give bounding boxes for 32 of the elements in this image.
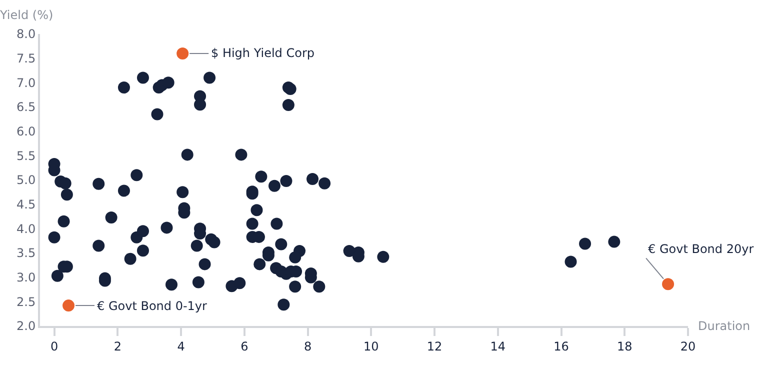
x-tick-label: 2 xyxy=(114,339,122,354)
y-tick-label: 3.5 xyxy=(16,246,36,260)
x-tick-label: 16 xyxy=(554,339,569,354)
y-tick-label: 5.5 xyxy=(16,148,36,163)
y-tick-label: 6.0 xyxy=(16,124,36,139)
point xyxy=(176,47,189,60)
annotation: $ High Yield Corp xyxy=(211,46,314,60)
x-tick-label: 18 xyxy=(616,339,632,354)
annotation: € Govt Bond 0-1yr xyxy=(97,299,208,313)
x-tick-label: 8 xyxy=(304,339,312,354)
x-tick-label: 12 xyxy=(426,339,442,354)
annotation: € Govt Bond 20yr xyxy=(648,242,754,256)
y-tick-label: 6.5 xyxy=(16,100,36,114)
x-tick-label: 20 xyxy=(680,339,696,354)
y-tick-label: 2.0 xyxy=(16,319,36,334)
y-tick-label: 3.0 xyxy=(16,270,36,285)
y-tick-label: 7.0 xyxy=(16,76,36,90)
point xyxy=(662,278,674,290)
y-tick-label: 2.5 xyxy=(16,294,36,309)
y-tick-label: 7.5 xyxy=(16,52,36,66)
y-tick-label: 4.0 xyxy=(16,222,36,236)
y-tick-label: 4.5 xyxy=(16,198,36,212)
x-axis-title: Duration xyxy=(698,319,750,333)
y-axis-title: Yield (%) xyxy=(0,8,54,22)
point xyxy=(62,300,75,312)
y-tick-label: 5.0 xyxy=(16,173,36,188)
x-tick-label: 10 xyxy=(363,339,379,354)
x-tick-label: 0 xyxy=(50,339,58,354)
x-tick-label: 6 xyxy=(240,339,248,354)
x-tick-label: 14 xyxy=(490,339,506,354)
x-tick-label: 4 xyxy=(177,339,185,354)
y-tick-label: 8.0 xyxy=(16,27,36,42)
